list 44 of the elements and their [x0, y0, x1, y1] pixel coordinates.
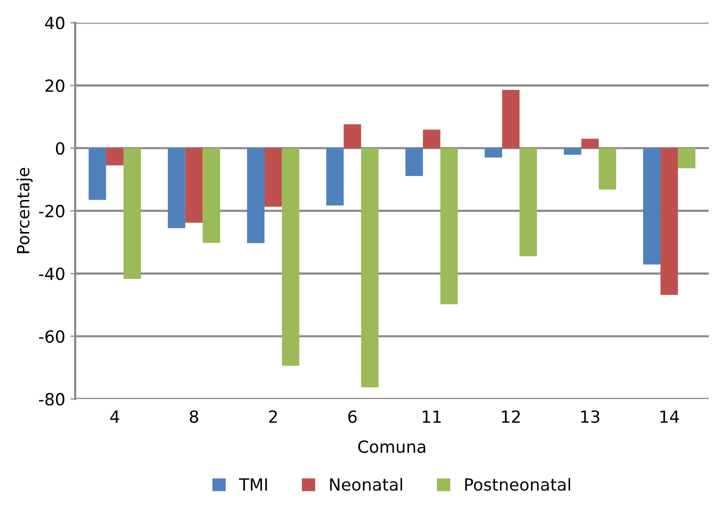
y-tick-label: 20 [45, 79, 64, 92]
y-tick-label: -40 [39, 268, 64, 280]
legend-label: TMI [239, 478, 267, 491]
legend-label: Postneonatal [465, 478, 570, 491]
bar [326, 148, 344, 206]
bar [520, 148, 537, 256]
bar [502, 90, 520, 148]
bar [168, 148, 186, 228]
bar [564, 148, 582, 155]
bar [106, 148, 124, 166]
bar [202, 148, 220, 243]
x-tick-label: 13 [581, 410, 600, 423]
bar [344, 124, 362, 148]
y-tick-label: -80 [39, 392, 64, 406]
y-tick-label: 40 [45, 16, 64, 30]
bar [405, 148, 423, 176]
bar [185, 148, 203, 223]
x-axis-title: Comuna [358, 440, 426, 453]
x-tick-label: 11 [422, 410, 441, 423]
bar [422, 130, 440, 148]
bar [361, 148, 379, 388]
y-tick-label: -20 [39, 204, 64, 218]
y-axis-title: Porcentaje [16, 168, 33, 254]
legend-label: Neonatal [330, 478, 402, 491]
bar [282, 148, 300, 366]
bar [88, 148, 106, 200]
bar [484, 148, 502, 158]
bar [643, 148, 661, 264]
bar [264, 148, 282, 207]
bar [660, 148, 678, 295]
x-tick-label: 2 [269, 410, 277, 423]
bar [247, 148, 264, 244]
bar [440, 148, 458, 304]
x-tick-label: 12 [502, 410, 520, 423]
x-tick-label: 14 [660, 410, 679, 423]
y-tick-label: 0 [56, 142, 64, 155]
bar [598, 148, 616, 190]
bar [123, 148, 141, 279]
x-tick-label: 8 [190, 410, 198, 423]
y-tick-label: -60 [39, 330, 64, 343]
bar [678, 148, 696, 168]
bar [581, 138, 599, 148]
x-tick-label: 4 [110, 410, 120, 423]
x-tick-label: 6 [348, 410, 357, 423]
